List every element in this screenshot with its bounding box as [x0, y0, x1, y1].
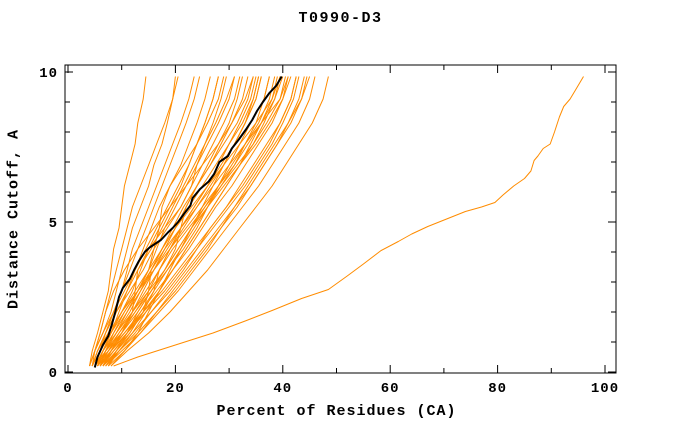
- chart-title: T0990-D3: [298, 10, 383, 27]
- svg-text:0: 0: [63, 381, 72, 397]
- svg-text:100: 100: [591, 381, 619, 397]
- svg-text:80: 80: [488, 381, 507, 397]
- svg-text:60: 60: [381, 381, 400, 397]
- svg-text:20: 20: [166, 381, 185, 397]
- svg-text:10: 10: [39, 66, 58, 82]
- svg-text:0: 0: [49, 366, 58, 382]
- svg-text:40: 40: [273, 381, 292, 397]
- x-axis-label: Percent of Residues (CA): [216, 403, 457, 420]
- svg-text:5: 5: [49, 216, 58, 232]
